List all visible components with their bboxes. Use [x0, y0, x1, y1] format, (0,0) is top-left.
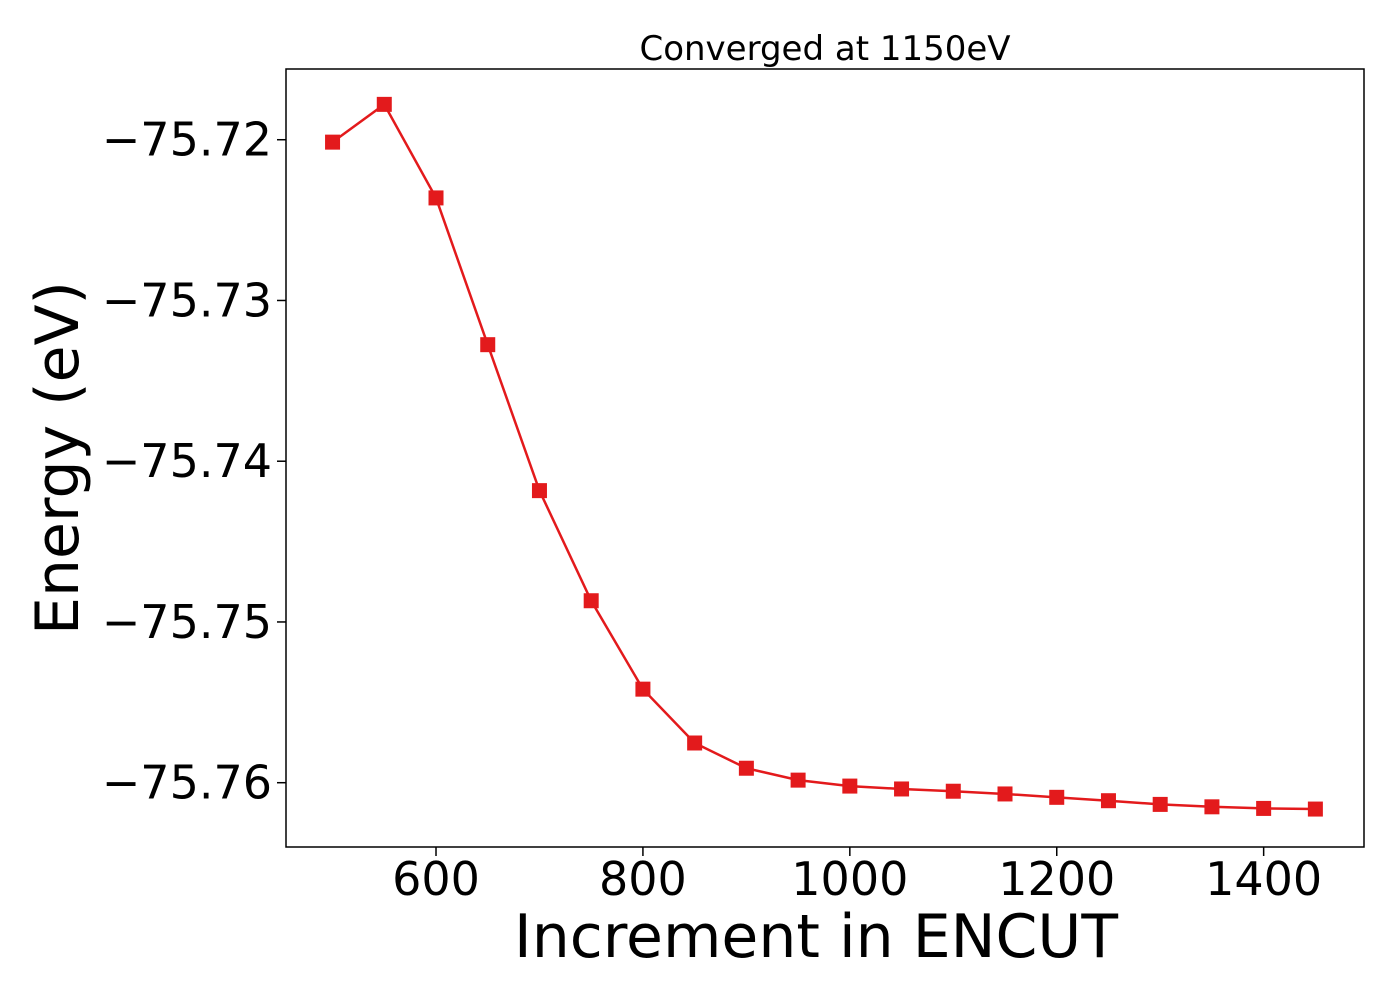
x-axis-ticks: 600 800 1000 1200 1400: [392, 847, 1322, 906]
x-tick-label: 1000: [791, 852, 908, 906]
data-point-marker: [325, 134, 341, 150]
y-tick-label: −75.76: [102, 756, 272, 810]
data-point-marker: [738, 760, 754, 776]
chart-title: Converged at 1150eV: [639, 29, 1010, 69]
y-tick-label: −75.74: [102, 434, 272, 488]
data-point-marker: [428, 190, 444, 206]
data-point-marker: [480, 337, 496, 353]
series-markers: [325, 96, 1323, 817]
x-tick-label: 600: [392, 852, 480, 906]
data-point-marker: [894, 781, 910, 797]
data-point-marker: [1256, 800, 1272, 816]
series-line: [331, 102, 1316, 811]
data-point-marker: [1307, 801, 1323, 817]
data-point-marker: [842, 778, 858, 794]
data-point-marker: [1100, 793, 1116, 809]
data-point-marker: [945, 783, 961, 799]
data-point-marker: [1152, 796, 1168, 812]
data-point-marker: [997, 786, 1013, 802]
data-point-marker: [790, 772, 806, 788]
data-point-marker: [687, 735, 703, 751]
y-tick-label: −75.75: [102, 595, 272, 649]
y-axis-label: Energy (eV): [23, 281, 93, 635]
data-point-marker: [531, 483, 547, 499]
y-axis-ticks: −75.72 −75.73 −75.74 −75.75 −75.76: [102, 113, 286, 810]
plot-area-frame: [285, 68, 1365, 848]
data-point-marker: [1049, 789, 1065, 805]
x-tick-label: 1400: [1205, 852, 1322, 906]
data-point-marker: [1204, 799, 1220, 815]
x-axis-label: Increment in ENCUT: [514, 902, 1118, 972]
x-tick-label: 800: [599, 852, 687, 906]
y-tick-label: −75.73: [102, 273, 272, 327]
data-point-marker: [635, 681, 651, 697]
data-point-marker: [583, 593, 599, 609]
y-tick-label: −75.72: [102, 113, 272, 167]
x-tick-label: 1200: [998, 852, 1115, 906]
data-point-marker: [376, 96, 392, 112]
